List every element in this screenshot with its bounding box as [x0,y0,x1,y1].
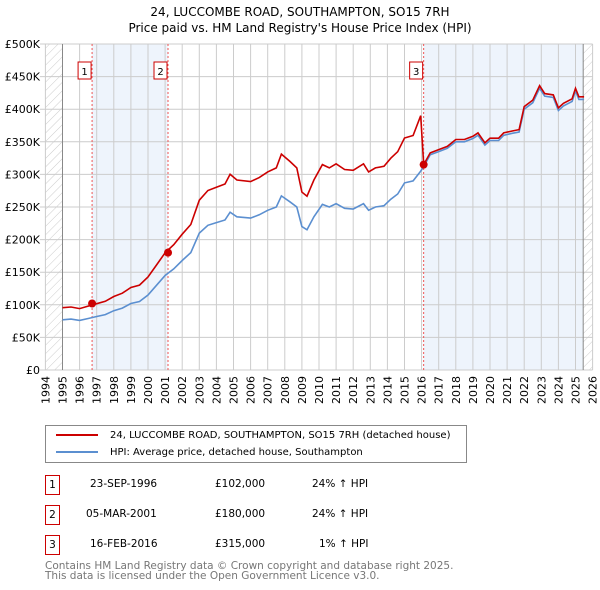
x-tick-label: 2007 [262,376,275,404]
x-tick-label: 2015 [399,376,412,404]
y-tick-label: £350K [5,136,41,149]
x-tick-label: 1995 [57,376,70,404]
legend-label-property: 24, LUCCOMBE ROAD, SOUTHAMPTON, SO15 7RH… [110,429,451,441]
footer-line-1: Contains HM Land Registry data © Crown c… [45,560,454,572]
x-tick-label: 1996 [74,376,87,404]
x-tick-label: 2025 [570,376,583,404]
legend: 24, LUCCOMBE ROAD, SOUTHAMPTON, SO15 7RH… [45,425,467,463]
sale-row: 2 05-MAR-2001 £180,000 24% ↑ HPI [45,505,465,525]
chart-title: 24, LUCCOMBE ROAD, SOUTHAMPTON, SO15 7RH [150,5,450,19]
sale-price: £180,000 [215,508,266,520]
y-tick-label: £150K [5,266,41,279]
footer-line-2: This data is licensed under the Open Gov… [45,570,380,582]
sale-marker-number: 1 [81,67,87,78]
sale-marker-number: 2 [157,67,163,78]
x-tick-label: 2018 [450,376,463,404]
x-tick-label: 2000 [142,376,155,404]
sale-hpi: 24% ↑ HPI [312,508,369,520]
sale-marker-box [153,61,168,80]
y-tick-label: £250K [5,201,41,214]
sale-date: 05-MAR-2001 [86,508,157,520]
x-tick-label: 2016 [416,376,429,404]
x-tick-label: 2020 [484,376,497,404]
x-tick-label: 2021 [501,376,514,404]
x-tick-label: 2019 [467,376,480,404]
x-tick-label: 2011 [330,376,343,404]
x-tick-label: 2004 [210,376,223,404]
x-tick-label: 2013 [364,376,377,404]
sale-date: 23-SEP-1996 [90,478,158,490]
sale-hpi: 24% ↑ HPI [312,478,369,490]
x-tick-label: 1994 [39,376,52,404]
x-tick-label: 2017 [433,376,446,404]
legend-item-property: 24, LUCCOMBE ROAD, SOUTHAMPTON, SO15 7RH… [56,427,450,443]
x-tick-label: 2012 [347,376,360,404]
x-tick-label: 2023 [535,376,548,404]
x-tick-label: 1998 [108,376,121,404]
chart-subtitle: Price paid vs. HM Land Registry's House … [128,21,472,35]
sale-marker-label: 3 [45,535,60,555]
sale-marker-number: 3 [413,67,419,78]
sale-point [164,248,173,257]
x-tick-label: 1997 [91,376,104,404]
sale-date: 16-FEB-2016 [90,538,158,550]
property-price-line [62,84,585,310]
sale-hpi: 1% ↑ HPI [319,538,369,550]
x-tick-label: 2006 [245,376,258,404]
legend-swatch-hpi [56,451,98,453]
y-tick-label: £50K [12,331,41,344]
y-tick-label: £200K [5,234,41,247]
sale-marker-box [77,61,92,80]
sale-marker-label: 1 [45,475,60,495]
x-tick-label: 2008 [279,376,292,404]
footer-attribution: Contains HM Land Registry data © Crown c… [45,560,454,582]
y-tick-label: £500K [5,38,41,51]
y-tick-label: £450K [5,71,41,84]
x-tick-label: 2014 [381,376,394,404]
sale-row: 1 23-SEP-1996 £102,000 24% ↑ HPI [45,475,465,495]
hpi-line [62,86,585,322]
legend-swatch-property [56,434,98,436]
x-tick-label: 2001 [159,376,172,404]
x-tick-label: 2022 [518,376,531,404]
sale-point [419,160,428,169]
x-tick-label: 2009 [296,376,309,404]
sale-price: £315,000 [215,538,266,550]
x-tick-label: 2003 [193,376,206,404]
legend-item-hpi: HPI: Average price, detached house, Sout… [56,444,363,460]
sale-price: £102,000 [215,478,266,490]
y-tick-label: £300K [5,168,41,181]
x-tick-label: 2026 [587,376,600,404]
x-tick-label: 2010 [313,376,326,404]
sale-row: 3 16-FEB-2016 £315,000 1% ↑ HPI [45,535,465,555]
x-tick-label: 1999 [125,376,138,404]
sale-marker-box [409,61,424,80]
x-tick-label: 2005 [228,376,241,404]
x-tick-label: 2002 [176,376,189,404]
y-tick-label: £0 [26,364,40,377]
y-tick-label: £400K [5,103,41,116]
legend-label-hpi: HPI: Average price, detached house, Sout… [110,446,363,458]
sale-marker-label: 2 [45,505,60,525]
chart-plot: 1994 1995 1996 1997 1998 1999 2000 2001 2002 2003… [5,38,600,404]
sale-point [88,299,97,308]
y-tick-label: £100K [5,299,41,312]
x-tick-label: 2024 [552,376,565,404]
